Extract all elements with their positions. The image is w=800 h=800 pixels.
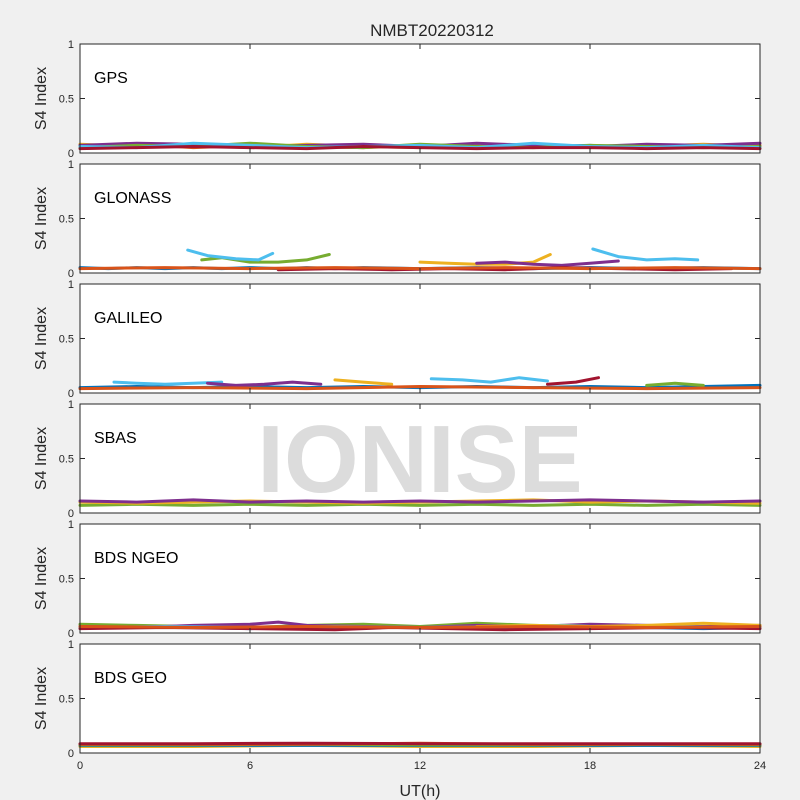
y-tick-label: 0.5 [59,334,74,346]
series-line-2 [112,380,224,386]
y-tick-label: 0 [68,748,74,760]
series-line-8 [78,385,762,391]
series-line-1 [78,502,762,507]
x-tick-label: 18 [584,760,596,772]
panel-bds-geo: 0 6 12 18 24 0 0.5 1 S4 Index BDS GEO [33,639,766,772]
watermark-text: IONISE [257,406,582,513]
series-line-7 [78,625,762,629]
panel-sbas: 0 0.5 1 S4 Index SBAS [33,399,762,520]
y-tick-label: 1 [68,399,74,411]
y-tick-label: 1 [68,639,74,651]
series-line-5 [475,259,620,267]
y-axis-label: S4 Index [33,667,50,730]
panel-label: GALILEO [94,310,162,327]
y-tick-label: 0.5 [59,454,74,466]
series-line-5 [429,376,549,384]
panel-label: SBAS [94,430,137,447]
y-tick-label: 0 [68,148,74,160]
series-line-6 [591,247,700,262]
panel-galileo: 0 0.5 1 S4 Index GALILEO [33,279,762,400]
y-axis-label: S4 Index [33,427,50,490]
y-axis-label: S4 Index [33,187,50,250]
figure-title: NMBT20220312 [370,21,494,40]
panel-label: BDS NGEO [94,550,178,567]
panels-group: 0 0.5 1 S4 Index GPS 0 0.5 1 S4 Index GLONASS 0 0.5… [33,39,766,772]
y-tick-label: 1 [68,519,74,531]
y-tick-label: 0 [68,268,74,280]
x-tick-label: 6 [247,760,253,772]
y-tick-label: 0.5 [59,694,74,706]
panel-bds-ngeo: 0 0.5 1 S4 Index BDS NGEO [33,519,762,640]
plot-area [80,164,760,273]
y-tick-label: 0.5 [59,94,74,106]
panel-label: BDS GEO [94,670,167,687]
plot-area [80,524,760,633]
y-tick-label: 0 [68,508,74,520]
x-tick-label: 0 [77,760,83,772]
plot-area [80,44,760,153]
y-tick-label: 0 [68,628,74,640]
y-tick-label: 0 [68,388,74,400]
plot-area [80,404,760,513]
y-axis-label: S4 Index [33,307,50,370]
series-line-7 [78,145,762,151]
y-axis-label: S4 Index [33,547,50,610]
series-line-3 [78,498,762,504]
panel-label: GPS [94,70,128,87]
series-line-6 [546,376,600,386]
panel-glonass: 0 0.5 1 S4 Index GLONASS [33,159,762,280]
y-tick-label: 1 [68,39,74,51]
series-line-3 [206,380,323,387]
series-line-3 [186,248,275,262]
x-axis-label: UT(h) [400,783,441,800]
plot-area [80,284,760,393]
y-tick-label: 0.5 [59,574,74,586]
plot-area [80,644,760,753]
y-tick-label: 0.5 [59,214,74,226]
panel-label: GLONASS [94,190,171,207]
x-tick-label: 24 [754,760,766,772]
x-tick-label: 12 [414,760,426,772]
y-tick-label: 1 [68,159,74,171]
panel-gps: 0 0.5 1 S4 Index GPS [33,39,762,160]
y-tick-label: 1 [68,279,74,291]
series-line-4 [418,253,552,266]
series-line-5 [78,741,762,746]
series-line-7 [645,381,705,387]
y-axis-label: S4 Index [33,67,50,130]
series-line-4 [333,378,394,386]
